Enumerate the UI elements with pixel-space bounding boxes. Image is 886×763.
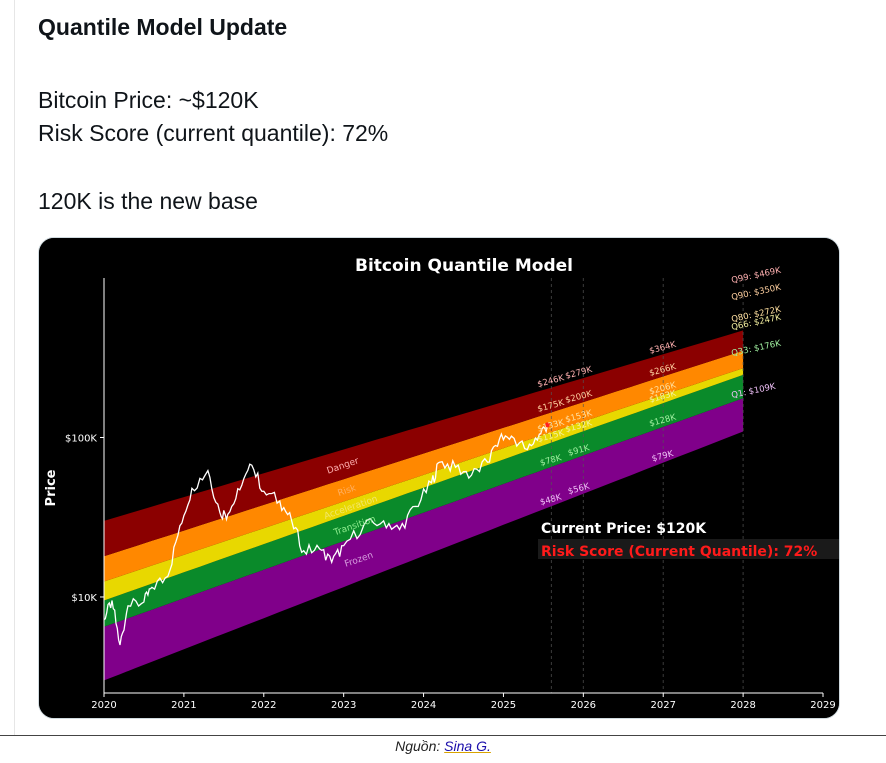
x-tick-label: 2022 [251,700,276,711]
quantile-chart: Bitcoin Quantile Model Price FrozenTrans… [39,238,839,718]
quantile-band-2 [104,374,744,627]
quantile-bands [104,330,744,681]
y-axis-label: Price [44,469,59,506]
quantile-band-4 [104,350,744,582]
x-tick-label: 2027 [650,700,675,711]
x-tick-label: 2026 [571,700,596,711]
y-tick-label: $100K [65,433,97,444]
post-line-risk: Risk Score (current quantile): 72% [38,120,389,146]
caption-source-link[interactable]: Sina G. [444,738,491,754]
x-tick-label: 2020 [91,700,116,711]
caption-divider [0,735,886,736]
quantile-band-1 [104,398,744,681]
post-line-price: Bitcoin Price: ~$120K [38,87,259,113]
current-price-marker [544,422,550,428]
post-line-base: 120K is the new base [38,188,258,214]
price-line [103,424,549,646]
post-heading: Quantile Model Update [38,14,288,40]
current-price-label: Current Price: $120K [541,521,707,537]
image-caption: Nguồn: Sina G. [0,738,886,754]
post-border [14,0,15,735]
chart-image[interactable]: Bitcoin Quantile Model Price Frozen Trans… [38,237,840,719]
risk-score-label: Risk Score (Current Quantile): 72% [541,544,817,560]
caption-prefix: Nguồn: [395,738,445,754]
x-tick-label: 2023 [331,700,356,711]
chart-title: Bitcoin Quantile Model [355,256,573,276]
x-tick-label: 2025 [491,700,516,711]
x-tick-label: 2024 [411,700,436,711]
x-tick-label: 2029 [810,700,835,711]
x-tick-label: 2028 [730,700,755,711]
risk-score-highlight [538,539,839,559]
x-tick-label: 2021 [171,700,196,711]
quantile-band-3 [104,368,744,601]
chart-axes: 2020 2021 2022 2023 2024 2025 2026 2027 2028 2029… [65,278,836,711]
y-tick-label: $10K [71,593,97,604]
price-series [103,422,550,646]
